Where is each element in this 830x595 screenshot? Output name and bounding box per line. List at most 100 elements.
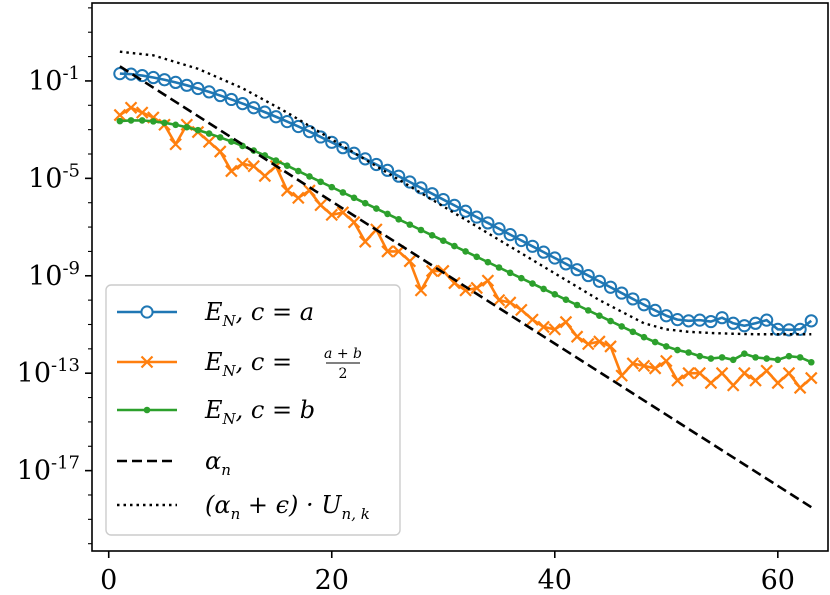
legend-label-1: EN, c = bbox=[204, 348, 292, 380]
legend-entry-1: EN, c = a + b 2 bbox=[117, 346, 362, 382]
y-tick-label: 10-5 bbox=[28, 160, 80, 194]
data-point bbox=[715, 311, 729, 325]
data-point bbox=[205, 130, 213, 137]
series-0 bbox=[113, 67, 818, 337]
data-point bbox=[492, 222, 506, 236]
data-point bbox=[451, 242, 458, 250]
data-point bbox=[573, 301, 581, 309]
series-2 bbox=[116, 117, 815, 366]
data-point bbox=[350, 194, 358, 202]
data-point bbox=[659, 309, 673, 323]
data-point bbox=[314, 130, 328, 144]
data-point bbox=[763, 355, 770, 362]
y-tick-base: 10 bbox=[28, 66, 62, 97]
data-point bbox=[336, 206, 350, 219]
legend-entry-0: EN, c = a bbox=[117, 298, 314, 330]
legend-rest: , c = b bbox=[236, 396, 315, 424]
legend-label-3: αn bbox=[205, 447, 231, 479]
data-point bbox=[247, 159, 260, 173]
data-point bbox=[213, 145, 227, 158]
data-point bbox=[648, 362, 662, 375]
data-point bbox=[584, 307, 592, 314]
data-point bbox=[303, 184, 316, 197]
data-point bbox=[503, 228, 517, 242]
legend-entry-4: (αn + ϵ) · Un, k bbox=[117, 491, 370, 523]
data-point bbox=[384, 210, 391, 218]
y-tick-label: 10-13 bbox=[17, 355, 80, 389]
data-point bbox=[392, 169, 406, 183]
data-point bbox=[495, 264, 503, 271]
data-point bbox=[540, 285, 547, 293]
data-point bbox=[581, 337, 595, 351]
x-tick-label: 20 bbox=[315, 565, 349, 595]
data-point bbox=[592, 274, 606, 288]
data-point bbox=[804, 314, 818, 328]
data-point bbox=[663, 343, 670, 350]
y-tick-exponent: -9 bbox=[62, 258, 80, 279]
data-point bbox=[280, 115, 294, 129]
data-point bbox=[551, 290, 559, 298]
data-point bbox=[380, 163, 395, 177]
legend-subscript: N bbox=[222, 362, 237, 380]
y-tick-exponent: -1 bbox=[62, 63, 80, 84]
x-tick-label: 40 bbox=[538, 565, 572, 595]
data-point bbox=[236, 157, 249, 171]
data-point bbox=[648, 303, 662, 317]
data-point bbox=[707, 355, 715, 362]
data-point bbox=[749, 374, 762, 387]
data-point bbox=[726, 379, 740, 392]
data-point bbox=[127, 117, 135, 124]
data-point bbox=[604, 340, 617, 353]
legend-subscript-2: n, k bbox=[342, 505, 370, 523]
data-point bbox=[358, 152, 372, 166]
data-point bbox=[369, 157, 383, 172]
legend-main: E bbox=[204, 348, 223, 376]
data-point bbox=[771, 376, 785, 390]
series-layer bbox=[113, 50, 818, 509]
data-point bbox=[570, 330, 584, 343]
data-point bbox=[325, 208, 339, 222]
data-point bbox=[361, 199, 369, 207]
legend-box bbox=[105, 284, 401, 536]
data-point bbox=[314, 198, 327, 212]
data-point bbox=[615, 286, 629, 300]
data-point bbox=[138, 117, 146, 124]
legend-subscript: n bbox=[221, 461, 231, 479]
data-point bbox=[213, 88, 227, 103]
data-point bbox=[506, 269, 514, 277]
data-point bbox=[696, 352, 704, 360]
data-point bbox=[403, 254, 417, 268]
data-point bbox=[339, 189, 347, 196]
data-point bbox=[738, 366, 751, 380]
x-tick-label: 60 bbox=[761, 565, 795, 595]
data-point bbox=[235, 96, 250, 111]
data-point bbox=[626, 357, 640, 370]
data-point bbox=[317, 178, 324, 186]
data-point bbox=[637, 359, 651, 373]
data-point bbox=[347, 146, 361, 160]
series-4 bbox=[119, 50, 812, 336]
data-point bbox=[292, 191, 305, 205]
data-point bbox=[448, 276, 461, 290]
legend-label-2: EN, c = b bbox=[204, 396, 315, 428]
data-point bbox=[295, 167, 302, 175]
legend-main: α bbox=[205, 447, 221, 475]
legend-subscript: n bbox=[231, 505, 241, 523]
data-point bbox=[347, 215, 361, 229]
data-point bbox=[741, 350, 748, 358]
data-point bbox=[247, 101, 261, 115]
series-3 bbox=[119, 65, 812, 509]
data-point bbox=[651, 338, 659, 346]
data-point bbox=[172, 121, 179, 129]
data-point bbox=[272, 157, 280, 164]
data-point bbox=[414, 284, 428, 297]
data-point bbox=[280, 184, 294, 197]
data-point bbox=[793, 381, 807, 395]
data-point bbox=[436, 192, 450, 207]
data-point bbox=[258, 105, 272, 119]
data-point bbox=[637, 298, 651, 312]
series-line-4 bbox=[119, 50, 812, 336]
data-point bbox=[358, 235, 372, 248]
data-point bbox=[559, 315, 573, 329]
